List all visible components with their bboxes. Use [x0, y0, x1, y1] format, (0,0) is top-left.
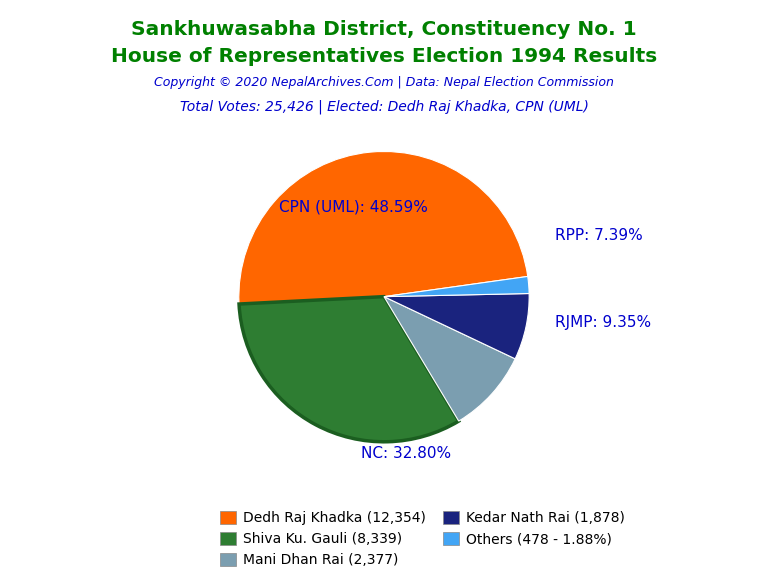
Text: RJMP: 9.35%: RJMP: 9.35% [555, 315, 651, 330]
Text: House of Representatives Election 1994 Results: House of Representatives Election 1994 R… [111, 47, 657, 66]
Text: Total Votes: 25,426 | Elected: Dedh Raj Khadka, CPN (UML): Total Votes: 25,426 | Elected: Dedh Raj … [180, 100, 588, 114]
Text: CPN (UML): 48.59%: CPN (UML): 48.59% [280, 199, 429, 214]
Wedge shape [384, 297, 515, 421]
Legend: Dedh Raj Khadka (12,354), Shiva Ku. Gauli (8,339), Mani Dhan Rai (2,377), Kedar : Dedh Raj Khadka (12,354), Shiva Ku. Gaul… [214, 506, 631, 573]
Wedge shape [384, 294, 529, 359]
Wedge shape [239, 151, 528, 304]
Wedge shape [384, 276, 529, 297]
Text: RPP: 7.39%: RPP: 7.39% [555, 228, 643, 243]
Text: Copyright © 2020 NepalArchives.Com | Data: Nepal Election Commission: Copyright © 2020 NepalArchives.Com | Dat… [154, 76, 614, 89]
Wedge shape [239, 297, 458, 442]
Text: NC: 32.80%: NC: 32.80% [361, 446, 451, 461]
Text: Sankhuwasabha District, Constituency No. 1: Sankhuwasabha District, Constituency No.… [131, 20, 637, 39]
